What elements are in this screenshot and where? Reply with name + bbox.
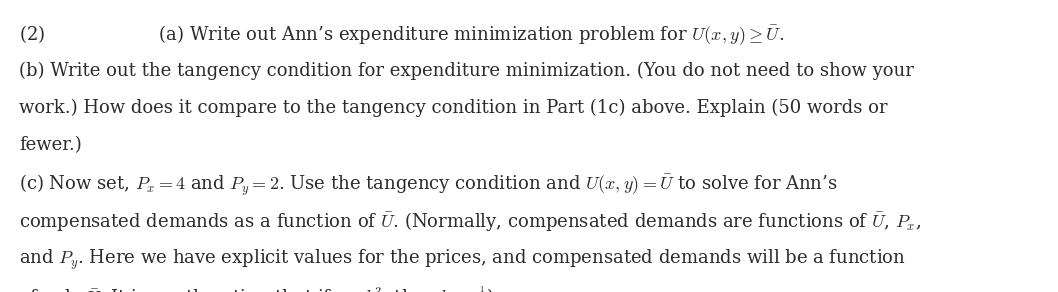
Text: fewer.): fewer.) [19,136,81,154]
Text: compensated demands as a function of $\bar{U}$. (Normally, compensated demands a: compensated demands as a function of $\b… [19,210,920,233]
Text: (b) Write out the tangency condition for expenditure minimization. (You do not n: (b) Write out the tangency condition for… [19,62,914,80]
Text: (2)                    (a) Write out Ann’s expenditure minimization problem for : (2) (a) Write out Ann’s expenditure mini… [19,23,784,47]
Text: work.) How does it compare to the tangency condition in Part (1c) above. Explain: work.) How does it compare to the tangen… [19,99,888,117]
Text: (c) Now set, $P_x = 4$ and $P_y = 2$. Use the tangency condition and $U(x, y) = : (c) Now set, $P_x = 4$ and $P_y = 2$. Us… [19,173,838,199]
Text: and $P_y$. Here we have explicit values for the prices, and compensated demands : and $P_y$. Here we have explicit values … [19,248,906,272]
Text: of only $\bar{U}$. It is worth noting that if $a = b^3$, then $b = a^{\frac{1}{3: of only $\bar{U}$. It is worth noting th… [19,285,494,292]
